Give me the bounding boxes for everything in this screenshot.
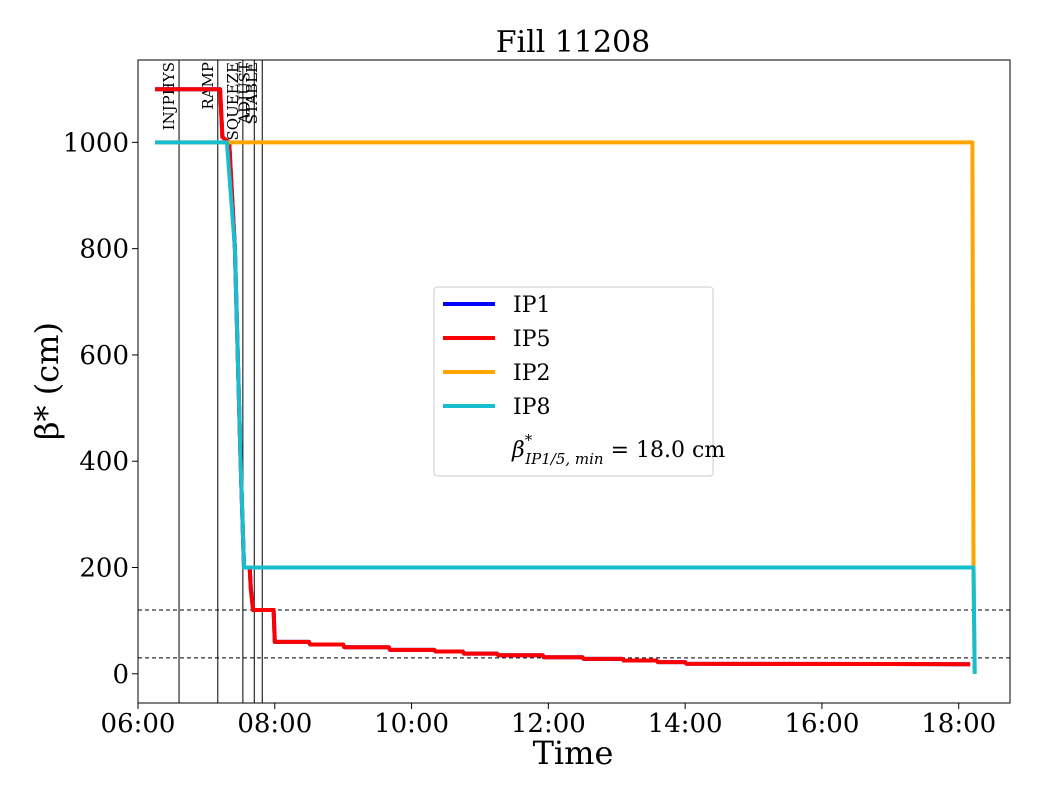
x-tick-label: 06:00	[101, 709, 176, 739]
x-tick-label: 10:00	[374, 709, 449, 739]
x-tick-label: 16:00	[784, 709, 859, 739]
legend-beta-min: β* IP1/5, min = 18.0 cm	[511, 431, 725, 468]
x-tick-label: 08:00	[237, 709, 312, 739]
y-tick-label: 1000	[63, 128, 129, 158]
x-axis-label: Time	[533, 734, 614, 772]
phase-label-injphys: INJPHYS	[160, 62, 178, 130]
legend-label-ip5: IP5	[513, 327, 551, 352]
legend-box	[433, 286, 714, 477]
x-tick-label: 14:00	[648, 709, 723, 739]
legend-label-ip1: IP1	[513, 293, 551, 318]
legend-label-ip8: IP8	[513, 395, 551, 420]
phase-label-adjust: ADJUST	[235, 62, 253, 125]
axes: 06:00 08:00 10:00 12:00 14:00 16:00 18:00 0 200 4…	[63, 59, 1011, 739]
beta-min-value: = 18.0 cm	[604, 438, 726, 463]
x-tick-label: 18:00	[921, 709, 996, 739]
x-tick-label: 12:00	[511, 709, 586, 739]
beta-symbol: β	[511, 438, 525, 463]
axes-frame	[137, 59, 1011, 704]
phase-label-stable: STABLE	[243, 62, 261, 124]
beta-star: *	[525, 431, 533, 449]
y-tick-label: 200	[79, 553, 129, 583]
y-tick-label: 800	[79, 235, 129, 265]
phase-label-ramp: RAMP	[199, 62, 217, 110]
beta-subscript: IP1/5, min	[524, 450, 603, 468]
legend-label-ip2: IP2	[513, 361, 551, 386]
chart-title: Fill 11208	[496, 25, 651, 60]
y-tick-label: 400	[79, 447, 129, 477]
legend: IP1 IP5 IP2 IP8 β* IP1/5, min = 18.0 cm	[433, 286, 725, 477]
y-axis-label: β* (cm)	[28, 322, 66, 440]
series-line-ip8	[155, 140, 977, 674]
y-tick-label: 0	[112, 660, 129, 690]
y-tick-label: 600	[79, 341, 129, 371]
phase-label-squeeze: SQUEEZE	[224, 62, 242, 141]
